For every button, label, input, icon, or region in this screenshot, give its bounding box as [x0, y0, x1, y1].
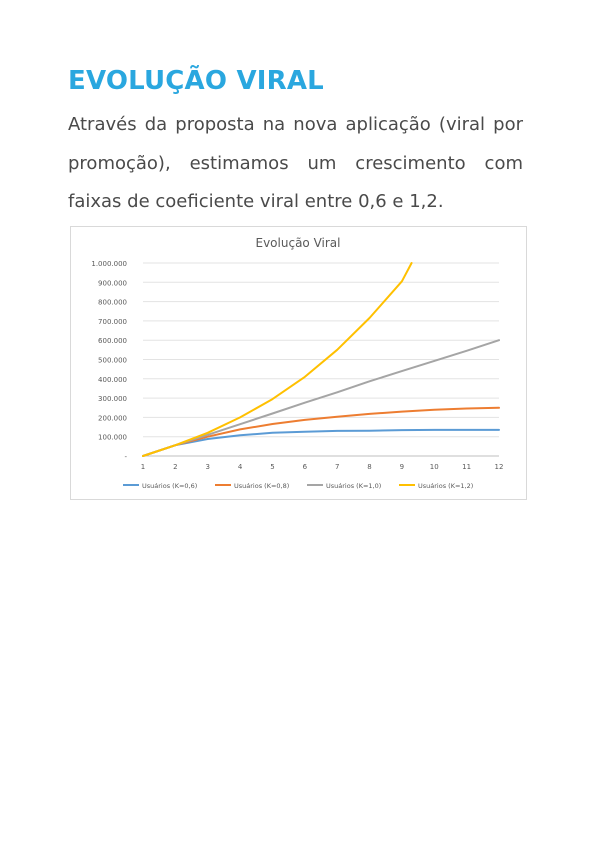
x-tick-label: 10 [430, 463, 439, 471]
y-tick-label: 200.000 [98, 414, 127, 422]
legend-label: Usuários (K=1,2) [418, 482, 473, 490]
series-lines [142, 262, 500, 457]
y-tick-label: 300.000 [98, 395, 127, 403]
x-tick-label: 6 [303, 463, 308, 471]
section-heading: EVOLUÇÃO VIRAL [68, 66, 324, 96]
x-tick-label: 5 [270, 463, 274, 471]
y-axis-ticks: - 100.000 200.000 300.000 400.000 500.000 600.… [91, 260, 127, 461]
y-tick-label: - [124, 453, 127, 461]
x-tick-label: 9 [400, 463, 404, 471]
y-tick-label: 600.000 [98, 337, 127, 345]
series-line-2 [142, 406, 500, 457]
intro-paragraph: Através da proposta na nova aplicação (v… [68, 114, 523, 212]
x-tick-label: 7 [335, 463, 339, 471]
chart-title: Evolução Viral [256, 236, 341, 250]
series-line-1 [142, 428, 500, 457]
legend-label: Usuários (K=0,8) [234, 482, 289, 490]
series-line-3 [142, 339, 500, 457]
x-axis-ticks: 1 2 3 4 5 6 7 8 9 10 11 12 [141, 463, 504, 471]
y-tick-label: 700.000 [98, 318, 127, 326]
gridlines [143, 262, 499, 457]
x-tick-label: 1 [141, 463, 145, 471]
viral-evolution-chart: Evolução Viral - 100.000 200.000 300.000 400… [70, 226, 527, 500]
y-tick-label: 800.000 [98, 299, 127, 307]
x-tick-label: 4 [238, 463, 243, 471]
y-tick-label: 100.000 [98, 434, 127, 442]
chart-canvas: Evolução Viral - 100.000 200.000 300.000 400… [91, 236, 504, 490]
x-tick-label: 12 [495, 463, 504, 471]
legend-label: Usuários (K=0,6) [142, 482, 197, 490]
y-tick-label: 400.000 [98, 376, 127, 384]
y-tick-label: 1.000.000 [91, 260, 127, 268]
x-tick-label: 8 [367, 463, 371, 471]
series-line-4 [142, 262, 413, 457]
x-tick-label: 3 [205, 463, 209, 471]
y-tick-label: 900.000 [98, 279, 127, 287]
x-tick-label: 2 [173, 463, 177, 471]
legend-label: Usuários (K=1,0) [326, 482, 381, 490]
x-tick-label: 11 [462, 463, 471, 471]
y-tick-label: 500.000 [98, 357, 127, 365]
legend: Usuários (K=0,6) Usuários (K=0,8) Usuários… [123, 482, 473, 490]
